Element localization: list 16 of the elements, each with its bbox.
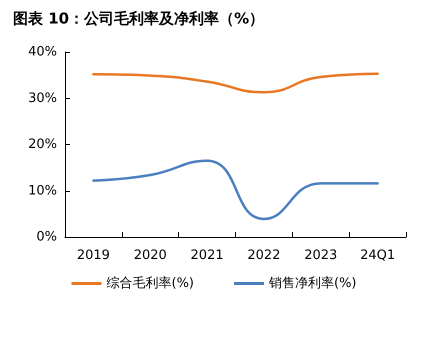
legend-label: 销售净利率(%) (268, 275, 356, 291)
y-tick-label: 40% (28, 44, 57, 60)
y-tick-label: 0% (36, 230, 57, 244)
y-tick-label: 30% (28, 90, 57, 106)
x-tick-label: 2019 (76, 248, 110, 263)
line-series (92, 72, 379, 94)
line-series (92, 159, 379, 220)
x-tick-label: 2023 (304, 248, 338, 263)
x-tick-label: 2022 (247, 248, 280, 263)
legend-label: 综合毛利率(%) (106, 275, 194, 291)
y-tick-label: 20% (28, 137, 57, 152)
x-tick-label: 2021 (190, 248, 224, 263)
x-tick-label: 2020 (134, 248, 167, 263)
chart-title: 图表 10：公司毛利率及净利率（%） (13, 10, 264, 28)
y-tick-label: 10% (28, 183, 57, 198)
x-tick-label: 24Q1 (360, 248, 396, 263)
